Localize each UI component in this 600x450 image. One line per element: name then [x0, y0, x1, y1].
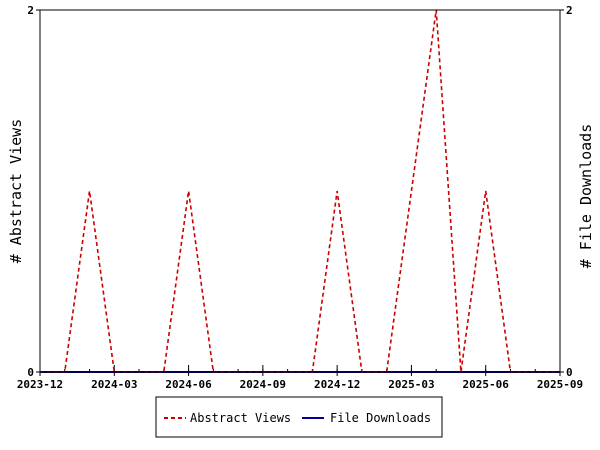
- x-tick-label: 2025-06: [463, 378, 510, 391]
- x-tick-label: 2025-09: [537, 378, 583, 391]
- x-tick-label: 2024-09: [240, 378, 286, 391]
- legend-label-abstract-views: Abstract Views: [190, 411, 291, 425]
- x-tick-labels: 2023-12 2024-03 2024-06 2024-09 2024-12 2025-…: [17, 378, 583, 391]
- legend: Abstract Views File Downloads: [155, 396, 443, 438]
- ticks-layer: [36, 9, 564, 376]
- legend-label-file-downloads: File Downloads: [330, 411, 431, 425]
- y-axis-title-left: # Abstract Views: [7, 119, 25, 264]
- series-layer: [40, 9, 560, 373]
- x-tick-label: 2024-12: [314, 378, 360, 391]
- y-left-tick-label: 0: [27, 366, 34, 379]
- x-tick-label: 2023-12: [17, 378, 63, 391]
- y-left-tick-label: 2: [27, 4, 34, 17]
- legend-box: [155, 396, 443, 438]
- series-line-abstract-views: [40, 9, 560, 373]
- y-right-tick-label: 2: [566, 4, 573, 17]
- x-tick-label: 2024-06: [165, 378, 212, 391]
- y-right-tick-label: 0: [566, 366, 573, 379]
- y-tick-labels: 0 2 0 2: [27, 4, 572, 379]
- x-tick-label: 2025-03: [388, 378, 434, 391]
- y-axis-title-right: # File Downloads: [577, 124, 595, 269]
- plot-frame: [39, 9, 561, 373]
- x-tick-label: 2024-03: [91, 378, 137, 391]
